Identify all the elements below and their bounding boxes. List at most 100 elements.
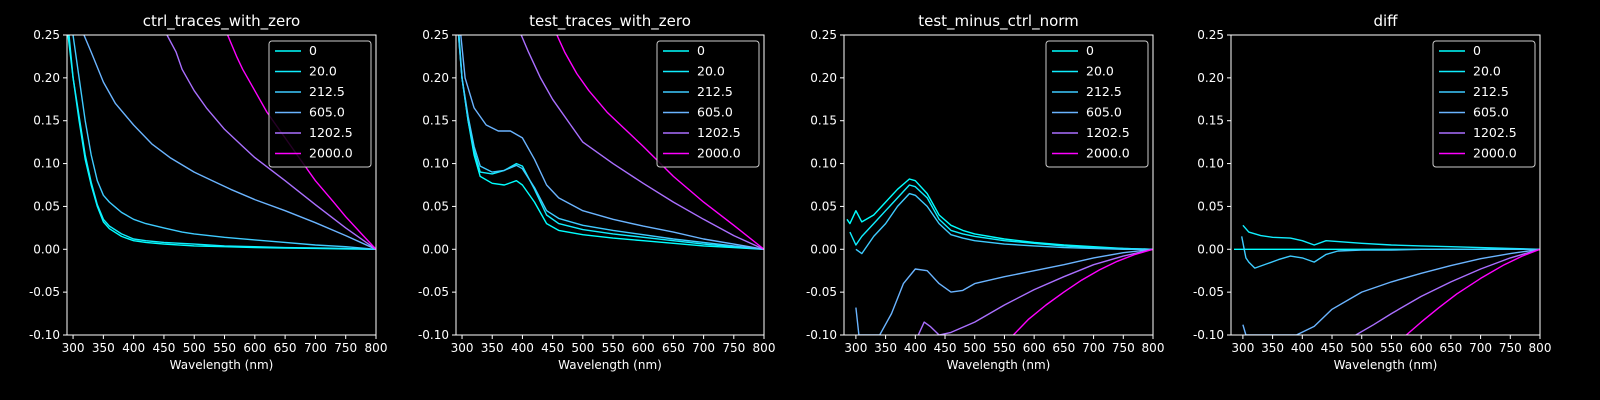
legend-entry: 605.0 <box>1473 105 1509 120</box>
x-tick-label: 500 <box>571 341 594 355</box>
legend-entry: 212.5 <box>309 84 345 99</box>
x-axis-label: Wavelength (nm) <box>947 358 1051 372</box>
y-tick-label: 0.15 <box>810 114 837 128</box>
x-tick-label: 750 <box>1112 341 1135 355</box>
chart-title: ctrl_traces_with_zero <box>143 12 300 31</box>
legend-entry: 605.0 <box>1086 105 1122 120</box>
x-tick-label: 600 <box>632 341 655 355</box>
x-tick-label: 700 <box>1082 341 1105 355</box>
legend-entry: 605.0 <box>309 105 345 120</box>
legend-entry: 1202.5 <box>309 125 353 140</box>
x-tick-label: 650 <box>1052 341 1075 355</box>
legend-entry: 212.5 <box>1473 84 1509 99</box>
legend-entry: 0 <box>697 43 705 58</box>
y-tick-label: 0.05 <box>1197 199 1224 213</box>
x-tick-label: 600 <box>1023 341 1046 355</box>
legend-entry: 1202.5 <box>697 125 741 140</box>
series-line-605.0 <box>855 248 1153 335</box>
y-tick-label: 0.10 <box>810 157 837 171</box>
series-line-212.5 <box>72 35 376 250</box>
legend-entry: 20.0 <box>1473 64 1501 79</box>
y-tick-label: 0.10 <box>422 157 449 171</box>
series-line-0 <box>846 178 1153 250</box>
legend-entry: 212.5 <box>1086 84 1122 99</box>
x-tick-label: 750 <box>1499 341 1522 355</box>
legend-box <box>268 40 372 168</box>
series-line-20.0 <box>457 35 764 250</box>
y-tick-label: 0.05 <box>422 199 449 213</box>
x-tick-label: 400 <box>1291 341 1314 355</box>
y-tick-label: -0.10 <box>29 328 60 342</box>
y-tick-label: 0.15 <box>422 114 449 128</box>
legend-entry: 2000.0 <box>697 146 741 161</box>
x-tick-label: 350 <box>1261 341 1284 355</box>
series-line-2000.0 <box>556 35 764 250</box>
legend-box <box>1432 40 1536 168</box>
series-line-1202.5 <box>1355 248 1540 335</box>
series-line-605.0 <box>1242 248 1540 335</box>
chart-panel-2: test_traces_with_zero 300 350 400 450 500 550 6… <box>418 12 776 372</box>
x-tick-label: 550 <box>1380 341 1403 355</box>
axes-frame <box>66 34 377 336</box>
x-tick-label: 300 <box>844 341 867 355</box>
series-line-212.5 <box>457 35 764 250</box>
x-tick-label: 800 <box>365 341 388 355</box>
legend-entry: 2000.0 <box>1473 146 1517 161</box>
series-line-1202.5 <box>166 35 376 250</box>
x-tick-label: 450 <box>152 341 175 355</box>
series-line-2000.0 <box>1012 248 1153 335</box>
y-tick-label: 0.00 <box>1197 242 1224 256</box>
y-tick-label: 0.20 <box>810 71 837 85</box>
x-tick-label: 600 <box>1410 341 1433 355</box>
y-tick-label: -0.10 <box>418 328 449 342</box>
x-tick-label: 800 <box>1529 341 1552 355</box>
x-tick-label: 600 <box>243 341 266 355</box>
legend: 0 20.0 212.5 605.0 1202.5 2000.0 <box>656 40 760 168</box>
y-tick-label: 0.20 <box>1197 71 1224 85</box>
series-line-605.0 <box>83 35 376 250</box>
x-tick-label: 800 <box>1142 341 1165 355</box>
chart-panel-1: ctrl_traces_with_zero 300 350 400 450 500 550 6… <box>29 12 388 372</box>
x-tick-label: 650 <box>1439 341 1462 355</box>
y-tick-label: -0.10 <box>806 328 837 342</box>
series-line-20.0 <box>849 184 1153 250</box>
x-tick-label: 300 <box>451 341 474 355</box>
legend: 0 20.0 212.5 605.0 1202.5 2000.0 <box>1432 40 1536 168</box>
y-tick-label: 0.10 <box>1197 157 1224 171</box>
x-tick-label: 650 <box>274 341 297 355</box>
x-tick-label: 450 <box>1321 341 1344 355</box>
legend-entry: 2000.0 <box>1086 146 1130 161</box>
x-tick-label: 800 <box>753 341 776 355</box>
legend-entry: 20.0 <box>1086 64 1114 79</box>
y-tick-label: 0.15 <box>33 114 60 128</box>
series-line-2000.0 <box>1405 248 1540 335</box>
y-tick-label: 0.10 <box>33 157 60 171</box>
chart-panel-3: test_minus_ctrl_norm 300 350 400 450 500 550 60… <box>806 12 1165 372</box>
legend-entry: 0 <box>1473 43 1481 58</box>
y-tick-label: 0.00 <box>33 242 60 256</box>
x-tick-label: 400 <box>511 341 534 355</box>
series-line-20.0 <box>1242 224 1540 250</box>
x-tick-label: 500 <box>183 341 206 355</box>
y-tick-label: -0.05 <box>806 285 837 299</box>
series-line-212.5 <box>855 192 1153 255</box>
y-tick-label: 0.25 <box>810 28 837 42</box>
x-tick-label: 350 <box>92 341 115 355</box>
y-tick-label: -0.05 <box>29 285 60 299</box>
y-tick-label: 0.20 <box>33 71 60 85</box>
legend-entry: 0 <box>1086 43 1094 58</box>
chart-title: diff <box>1373 12 1398 30</box>
y-tick-label: 0.05 <box>33 199 60 213</box>
series-line-212.5 <box>1241 236 1540 269</box>
x-tick-label: 300 <box>1231 341 1254 355</box>
x-tick-label: 300 <box>62 341 85 355</box>
x-tick-label: 750 <box>722 341 745 355</box>
series-group <box>846 178 1153 335</box>
chart-title: test_minus_ctrl_norm <box>918 12 1079 31</box>
x-tick-label: 700 <box>1469 341 1492 355</box>
series-group <box>1234 224 1540 335</box>
legend-entry: 1202.5 <box>1473 125 1517 140</box>
series-line-1202.5 <box>917 248 1153 335</box>
x-tick-label: 700 <box>692 341 715 355</box>
